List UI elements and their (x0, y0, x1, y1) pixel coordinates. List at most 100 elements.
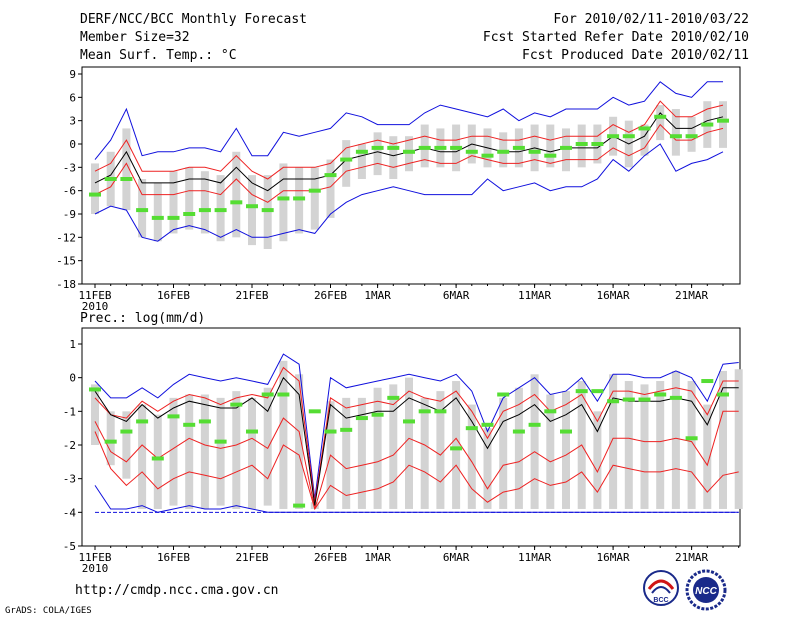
y-tick-label: -6 (63, 185, 76, 198)
median-marker (450, 145, 463, 150)
median-marker (528, 422, 541, 427)
median-marker (575, 142, 588, 146)
median-marker (591, 389, 604, 394)
median-marker (340, 157, 353, 162)
median-marker (434, 145, 447, 150)
median-marker (481, 422, 494, 427)
median-marker (403, 419, 415, 424)
header-produced-date: Fcst Produced Date 2010/02/11 (522, 48, 749, 63)
median-marker (481, 153, 494, 158)
median-marker (717, 392, 729, 397)
median-marker (371, 412, 384, 417)
median-marker (183, 212, 196, 216)
ensemble-box (389, 384, 398, 509)
x-tick-label: 21FEB (235, 289, 268, 302)
ensemble-box (609, 374, 618, 509)
std-upper-line (94, 100, 724, 180)
x-tick-label: 26FEB (314, 551, 347, 564)
median-marker (293, 503, 306, 508)
ensemble-box (200, 171, 209, 234)
ensemble-box (138, 404, 147, 509)
y-tick-label: -3 (63, 161, 76, 174)
median-marker (261, 392, 274, 397)
ensemble-box (248, 175, 256, 246)
median-marker (465, 149, 478, 154)
median-marker (685, 436, 698, 441)
ensemble-box (169, 397, 178, 506)
ensemble-box (357, 397, 366, 509)
median-marker (497, 392, 510, 397)
median-marker (246, 429, 258, 434)
y-tick-label: 3 (69, 115, 76, 128)
ensemble-box (310, 167, 319, 230)
median-marker (308, 188, 321, 193)
ensemble-box (373, 387, 382, 509)
x-tick-label: 21MAR (675, 289, 708, 302)
median-marker (167, 414, 180, 419)
median-marker (544, 153, 557, 158)
ensemble-box (216, 397, 225, 506)
y-tick-label: -9 (63, 208, 76, 221)
median-marker (308, 409, 321, 414)
median-marker (638, 397, 651, 402)
median-marker (575, 389, 588, 394)
ensemble-box (263, 387, 272, 506)
ensemble-box (91, 384, 99, 445)
ensemble-box (483, 428, 492, 509)
ensemble-box (546, 124, 555, 168)
y-tick-label: -4 (63, 506, 77, 519)
ensemble-box (436, 391, 445, 509)
ensemble-box (452, 381, 461, 509)
ensemble-box (499, 397, 508, 509)
median-marker (607, 134, 620, 139)
median-marker (497, 149, 510, 154)
std-lower-line (94, 410, 739, 510)
header-title: DERF/NCC/BCC Monthly Forecast (80, 12, 307, 27)
y-tick-label: -15 (56, 255, 76, 268)
median-marker (654, 392, 667, 397)
ensemble-box (405, 377, 413, 509)
max-line (94, 81, 723, 160)
x-tick-label: 21MAR (675, 551, 708, 564)
median-marker (607, 399, 620, 404)
median-marker (387, 395, 400, 400)
ensemble-box (640, 384, 649, 509)
median-marker (104, 177, 117, 181)
footer-url[interactable]: http://cmdp.ncc.cma.gov.cn (75, 583, 279, 598)
x-year-label: 2010 (82, 300, 109, 313)
median-marker (151, 456, 164, 461)
ensemble-box (232, 151, 241, 238)
y-tick-label: -3 (63, 473, 76, 486)
median-marker (371, 145, 384, 150)
median-marker (324, 429, 337, 434)
median-marker (120, 429, 133, 434)
median-marker (528, 149, 541, 154)
ensemble-box (279, 360, 288, 509)
plot-frame (81, 66, 741, 285)
median-marker (183, 422, 196, 427)
median-marker (340, 427, 353, 432)
ensemble-box (467, 404, 476, 509)
ensemble-box (185, 167, 194, 230)
bcc-logo: BCC (643, 570, 679, 606)
x-tick-label: 11MAR (518, 289, 551, 302)
std-lower-line (94, 123, 724, 203)
ensemble-box (389, 136, 398, 179)
median-marker (120, 177, 133, 181)
x-tick-label: 16FEB (157, 289, 190, 302)
precip-title: Prec.: log(mm/d) (80, 311, 205, 326)
ensemble-box (232, 391, 241, 509)
ensemble-box (671, 109, 680, 156)
median-marker (230, 200, 243, 205)
median-marker (512, 429, 525, 434)
ncc-logo-text: NCC (695, 586, 717, 597)
x-tick-label: 16MAR (597, 551, 630, 564)
ensemble-box (342, 397, 351, 509)
median-marker (355, 149, 368, 154)
median-marker (293, 196, 306, 201)
median-marker (277, 196, 290, 201)
median-marker (214, 208, 227, 213)
x-tick-label: 21FEB (235, 551, 268, 564)
